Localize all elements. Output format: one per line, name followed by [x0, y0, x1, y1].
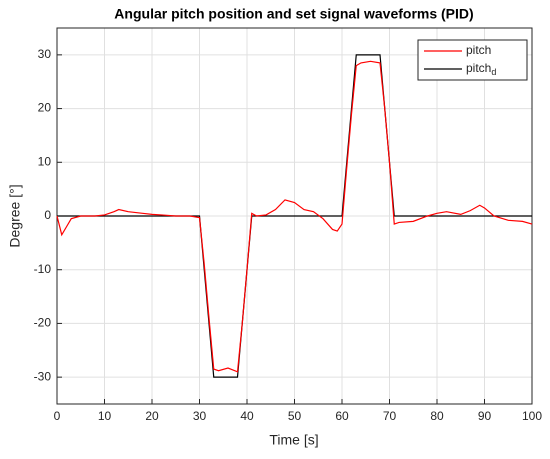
x-tick-label: 30 [193, 409, 207, 423]
legend-label: pitchd [466, 61, 496, 77]
y-tick-label: -20 [34, 316, 52, 330]
x-tick-label: 60 [335, 409, 349, 423]
y-tick-label: 30 [38, 47, 52, 61]
x-tick-label: 90 [478, 409, 492, 423]
x-tick-label: 0 [54, 409, 61, 423]
legend-label: pitch [466, 43, 491, 57]
x-tick-label: 10 [98, 409, 112, 423]
y-tick-label: -10 [34, 262, 52, 276]
y-tick-label: 20 [38, 101, 52, 115]
x-tick-label: 50 [288, 409, 302, 423]
x-axis-label: Time [s] [269, 432, 318, 448]
legend-box [417, 39, 528, 81]
x-tick-label: 70 [383, 409, 397, 423]
x-tick-label: 20 [145, 409, 159, 423]
x-tick-label: 100 [522, 409, 542, 423]
x-tick-label: 80 [430, 409, 444, 423]
y-axis-label: Degree [°] [7, 184, 23, 247]
y-tick-label: 10 [38, 154, 52, 168]
y-tick-label: -30 [34, 369, 52, 383]
line-series [57, 54, 532, 378]
y-tick-label: 0 [44, 208, 51, 222]
chart-title: Angular pitch position and set signal wa… [114, 6, 473, 22]
x-tick-label: 40 [240, 409, 254, 423]
line-series [56, 60, 533, 373]
